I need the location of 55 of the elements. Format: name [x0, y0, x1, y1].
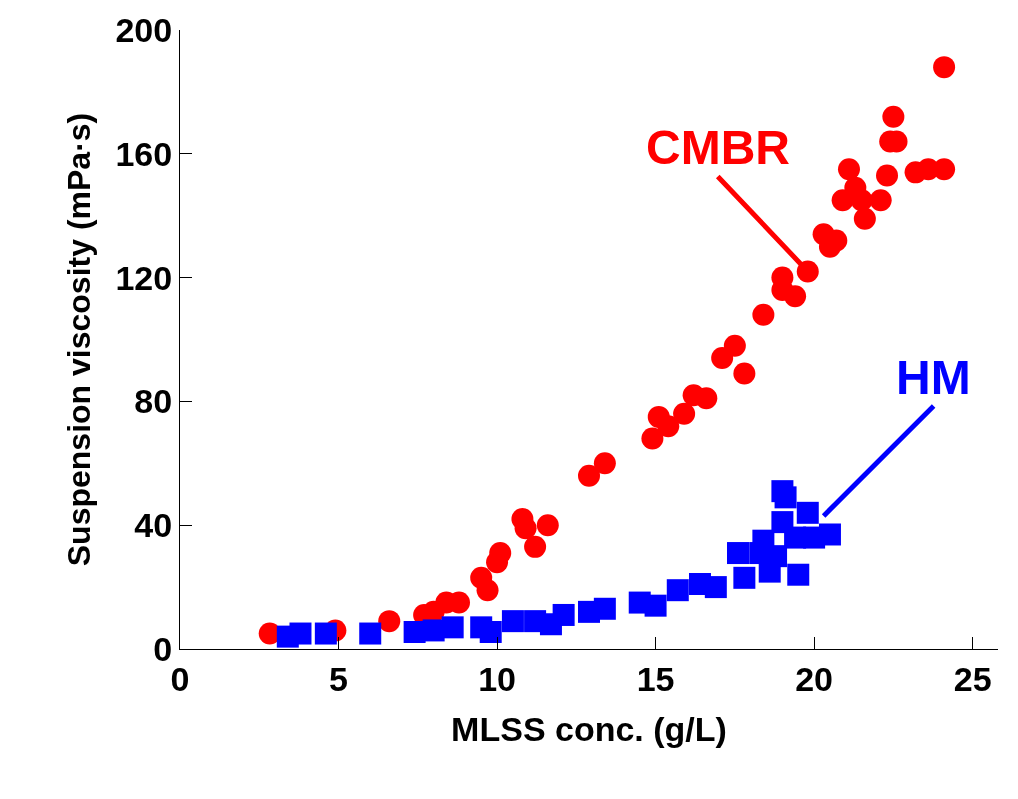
- point: [727, 542, 750, 565]
- x-axis-title: MLSS conc. (g/L): [451, 710, 727, 749]
- y-tick-label: 40: [134, 506, 173, 545]
- x-tick-label: 25: [953, 659, 992, 698]
- point: [314, 622, 337, 645]
- y-tick-label: 0: [153, 629, 173, 668]
- point: [711, 347, 734, 370]
- point: [359, 622, 382, 645]
- point: [641, 427, 664, 450]
- point: [695, 387, 718, 410]
- point: [536, 514, 559, 537]
- point: [476, 579, 499, 602]
- point: [837, 158, 860, 181]
- point: [673, 402, 696, 425]
- point: [796, 501, 819, 524]
- annotation: CMBR: [646, 121, 790, 174]
- point: [933, 56, 956, 79]
- x-tick-label: 15: [636, 659, 675, 698]
- point: [787, 563, 810, 586]
- point: [524, 535, 547, 558]
- point: [933, 158, 956, 181]
- y-tick-label: 200: [115, 10, 173, 49]
- point: [876, 164, 899, 187]
- point: [882, 105, 905, 128]
- point: [752, 303, 775, 326]
- point: [666, 579, 689, 602]
- point: [644, 594, 667, 617]
- point: [593, 452, 616, 475]
- point: [514, 517, 537, 540]
- point: [733, 566, 756, 589]
- annotation: HM: [896, 351, 971, 404]
- point: [593, 597, 616, 620]
- point: [704, 576, 727, 599]
- point: [869, 189, 892, 212]
- point: [501, 610, 524, 633]
- y-axis-title: Suspension viscosity (mPa·s): [60, 112, 97, 567]
- point: [657, 415, 680, 438]
- point: [733, 362, 756, 385]
- point: [723, 334, 746, 357]
- point: [774, 486, 797, 509]
- y-tick-label: 80: [134, 382, 173, 421]
- point: [578, 464, 600, 487]
- point: [479, 620, 502, 643]
- point: [818, 523, 841, 546]
- x-tick-label: 20: [795, 659, 834, 698]
- point: [441, 616, 464, 639]
- x-tick-label: 10: [478, 659, 516, 698]
- point: [378, 610, 401, 633]
- x-tick-label: 5: [329, 659, 348, 698]
- point: [289, 622, 312, 645]
- point: [784, 285, 807, 308]
- y-tick-label: 120: [115, 258, 173, 297]
- point: [853, 207, 876, 230]
- point: [552, 603, 575, 626]
- y-tick-label: 160: [115, 134, 173, 173]
